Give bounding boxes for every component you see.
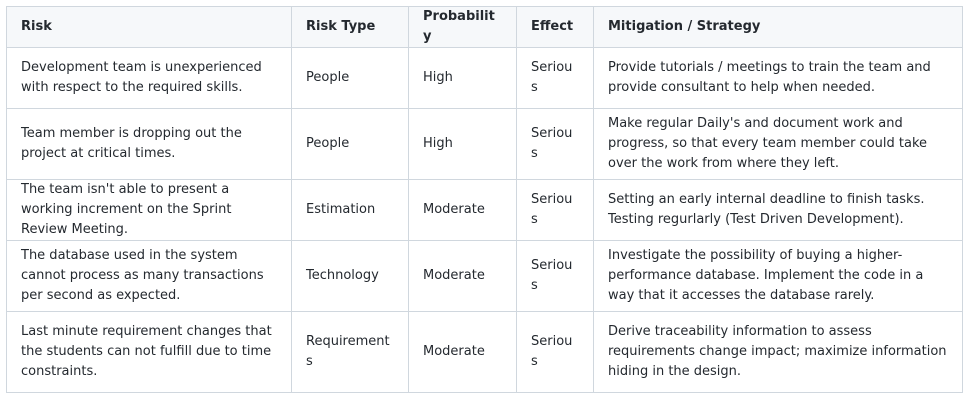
cell-risk-type: People xyxy=(291,108,409,180)
cell-effect: Serious xyxy=(516,311,594,393)
header-effect: Effect xyxy=(516,6,594,48)
cell-risk: The database used in the system cannot p… xyxy=(6,240,292,312)
cell-mitigation: Provide tutorials / meetings to train th… xyxy=(593,47,963,109)
cell-risk-type: Estimation xyxy=(291,179,409,241)
risk-table: Risk Risk Type Probability Effect Mitiga… xyxy=(6,6,963,393)
header-row: Risk Risk Type Probability Effect Mitiga… xyxy=(6,6,963,48)
header-probability: Probability xyxy=(408,6,517,48)
header-mitigation: Mitigation / Strategy xyxy=(593,6,963,48)
table-row: Development team is unexperienced with r… xyxy=(6,47,963,109)
cell-risk: Team member is dropping out the project … xyxy=(6,108,292,180)
cell-mitigation: Derive traceability information to asses… xyxy=(593,311,963,393)
cell-risk-type: Requirements xyxy=(291,311,409,393)
cell-risk: Development team is unexperienced with r… xyxy=(6,47,292,109)
table-row: Last minute requirement changes that the… xyxy=(6,311,963,393)
cell-mitigation: Make regular Daily's and document work a… xyxy=(593,108,963,180)
cell-probability: High xyxy=(408,47,517,109)
cell-effect: Serious xyxy=(516,47,594,109)
cell-probability: High xyxy=(408,108,517,180)
table-row: Team member is dropping out the project … xyxy=(6,108,963,180)
cell-effect: Serious xyxy=(516,108,594,180)
cell-risk: Last minute requirement changes that the… xyxy=(6,311,292,393)
cell-probability: Moderate xyxy=(408,311,517,393)
table-row: The team isn't able to present a working… xyxy=(6,179,963,241)
header-risk-type: Risk Type xyxy=(291,6,409,48)
cell-effect: Serious xyxy=(516,179,594,241)
cell-probability: Moderate xyxy=(408,179,517,241)
cell-risk-type: People xyxy=(291,47,409,109)
table-row: The database used in the system cannot p… xyxy=(6,240,963,312)
header-risk: Risk xyxy=(6,6,292,48)
cell-risk-type: Technology xyxy=(291,240,409,312)
cell-effect: Serious xyxy=(516,240,594,312)
cell-mitigation: Setting an early internal deadline to fi… xyxy=(593,179,963,241)
cell-mitigation: Investigate the possibility of buying a … xyxy=(593,240,963,312)
table-header: Risk Risk Type Probability Effect Mitiga… xyxy=(6,6,963,48)
cell-probability: Moderate xyxy=(408,240,517,312)
table-body: Development team is unexperienced with r… xyxy=(6,47,963,393)
cell-risk: The team isn't able to present a working… xyxy=(6,179,292,241)
